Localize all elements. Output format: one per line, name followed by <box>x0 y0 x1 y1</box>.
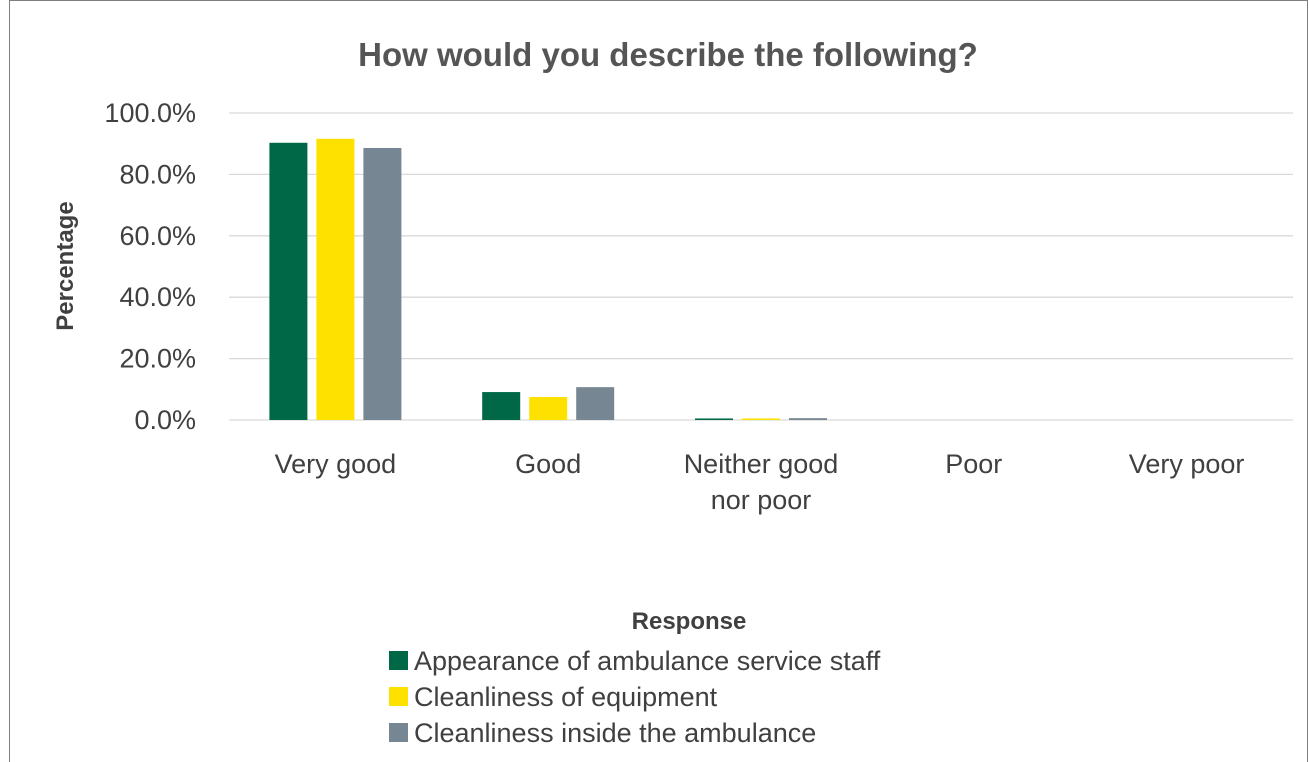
x-category-label: Poor <box>945 449 1002 479</box>
y-tick-label: 40.0% <box>119 282 196 312</box>
bar <box>482 392 521 420</box>
bar <box>316 138 355 420</box>
legend-label: Cleanliness of equipment <box>414 682 718 712</box>
y-axis-ticks: 0.0% 20.0% 40.0% 60.0% 80.0% 100.0% <box>104 98 196 435</box>
legend-label: Cleanliness inside the ambulance <box>414 718 816 748</box>
x-category-label: Good <box>515 449 581 479</box>
x-category-label: Very poor <box>1129 449 1245 479</box>
y-axis-title: Percentage <box>52 201 79 330</box>
legend-swatch <box>389 651 408 670</box>
x-category-label: Neither good nor poor <box>684 449 839 515</box>
chart-title: How would you describe the following? <box>358 36 978 73</box>
bar <box>695 418 733 420</box>
y-tick-label: 60.0% <box>119 221 196 251</box>
x-axis-categories: Very good Good Neither good nor poor Poor Ver… <box>275 449 1245 515</box>
y-tick-label: 0.0% <box>134 405 196 435</box>
bars <box>269 138 827 421</box>
legend-swatch <box>389 723 408 742</box>
y-tick-label: 100.0% <box>104 98 196 128</box>
y-tick-label: 80.0% <box>119 159 196 189</box>
bar <box>529 396 568 420</box>
legend: Appearance of ambulance service staff Cle… <box>389 646 881 748</box>
legend-label: Appearance of ambulance service staff <box>414 646 881 676</box>
bar <box>363 147 402 421</box>
x-axis-title: Response <box>632 608 747 635</box>
bar <box>742 418 780 420</box>
chart-frame <box>9 0 1308 762</box>
bar <box>789 418 827 420</box>
x-category-label: Very good <box>275 449 397 479</box>
bar <box>269 142 308 421</box>
bar <box>576 387 615 420</box>
y-tick-label: 20.0% <box>119 344 196 374</box>
legend-swatch <box>389 687 408 706</box>
